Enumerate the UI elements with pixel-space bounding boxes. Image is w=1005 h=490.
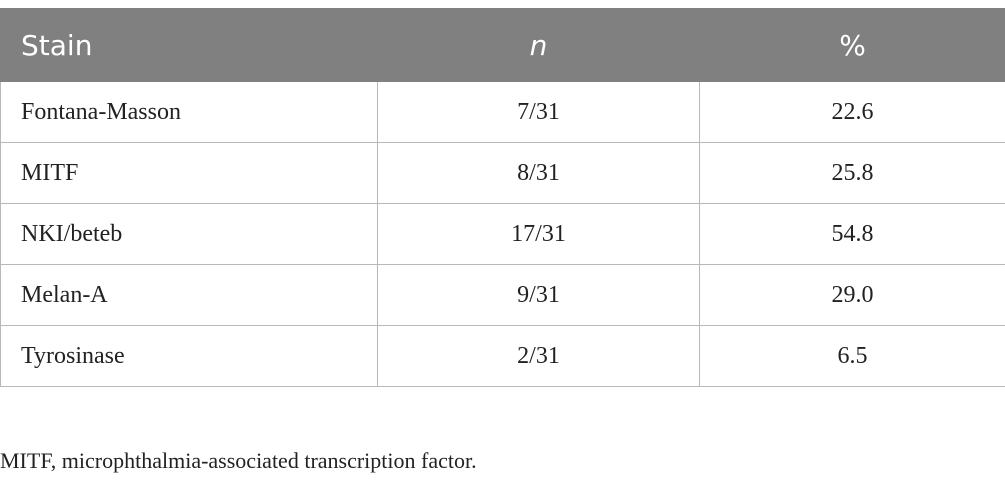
table-cell: 7/31 — [377, 81, 700, 143]
header-cell: % — [699, 8, 1005, 82]
table-row: NKI/beteb 17/31 54.8 — [0, 203, 1005, 265]
table-cell: 2/31 — [377, 325, 700, 387]
table-cell: 29.0 — [699, 264, 1005, 326]
table-row: MITF 8/31 25.8 — [0, 142, 1005, 204]
table-row: Fontana-Masson 7/31 22.6 — [0, 81, 1005, 143]
table-cell: 25.8 — [699, 142, 1005, 204]
table-cell: MITF — [0, 142, 378, 204]
header-cell: n — [377, 8, 700, 82]
header-cell: Stain — [0, 8, 378, 82]
footnote: MITF, microphthalmia-associated transcri… — [0, 448, 477, 473]
table-body: Fontana-Masson 7/31 22.6 MITF 8/31 25.8 NKI/be… — [0, 81, 1005, 387]
table-cell: NKI/beteb — [0, 203, 378, 265]
table-cell: Tyrosinase — [0, 325, 378, 387]
table-cell: 22.6 — [699, 81, 1005, 143]
table-cell: 17/31 — [377, 203, 700, 265]
table-cell: 8/31 — [377, 142, 700, 204]
table-row: Tyrosinase 2/31 6.5 — [0, 325, 1005, 387]
table-cell: 9/31 — [377, 264, 700, 326]
table-cell: 54.8 — [699, 203, 1005, 265]
table-cell: Fontana-Masson — [0, 81, 378, 143]
data-table: Stain n % Fontana-Masson 7/31 22.6 MITF 8/31… — [0, 8, 1005, 387]
table-cell: 6.5 — [699, 325, 1005, 387]
table-cell: Melan-A — [0, 264, 378, 326]
table-row: Melan-A 9/31 29.0 — [0, 264, 1005, 326]
header-row: Stain n % — [0, 8, 1005, 82]
